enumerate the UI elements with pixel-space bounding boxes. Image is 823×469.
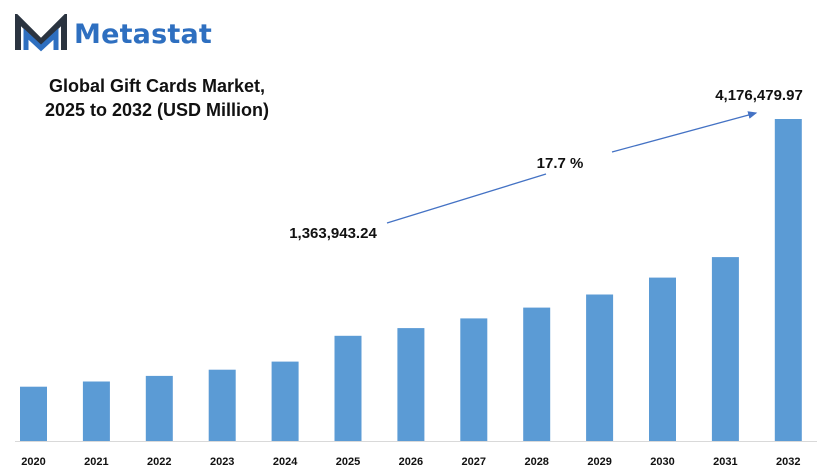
bar-2028 <box>523 307 551 441</box>
annotation-end-value: 4,176,479.97 <box>715 87 803 104</box>
annotation-cagr: 17.7 % <box>537 155 584 172</box>
bar-2026 <box>397 328 425 441</box>
x-tick-label-2021: 2021 <box>84 456 108 468</box>
bar-2029 <box>586 294 614 441</box>
chart-title-line-1: Global Gift Cards Market, <box>48 76 266 96</box>
chart-title: Global Gift Cards Market, 2025 to 2032 (… <box>22 74 292 122</box>
bar-2031 <box>711 257 739 441</box>
chart-title-line-2: 2025 to 2032 (USD Million) <box>44 100 270 120</box>
x-tick-label-2027: 2027 <box>462 456 486 468</box>
x-tick-label-2025: 2025 <box>336 456 360 468</box>
bar-2025 <box>334 335 362 441</box>
bar-2030 <box>649 277 676 441</box>
bar-2024 <box>271 361 299 441</box>
bar-2032 <box>774 119 802 441</box>
growth-arrow-line-2 <box>611 111 758 153</box>
x-tick-label-2030: 2030 <box>650 456 674 468</box>
x-tick-label-2029: 2029 <box>587 456 611 468</box>
growth-arrow-line-1 <box>386 173 547 224</box>
x-tick-label-2032: 2032 <box>776 456 800 468</box>
x-tick-labels: 2020 2021 2022 2023 2024 2025 2026 2027 2028 2029… <box>21 456 800 468</box>
x-tick-label-2024: 2024 <box>273 456 298 468</box>
bars-group <box>20 119 802 441</box>
metastat-logo: Metastat <box>14 14 212 54</box>
metastat-logo-icon <box>15 14 67 52</box>
x-tick-label-2026: 2026 <box>399 456 423 468</box>
annotation-start-value: 1,363,943.24 <box>289 225 377 242</box>
bar-2020 <box>20 386 47 441</box>
x-tick-label-2023: 2023 <box>210 456 234 468</box>
bar-2023 <box>208 369 236 441</box>
bar-2022 <box>145 375 173 441</box>
brand-name: Metastat <box>74 18 213 50</box>
bar-2027 <box>460 318 488 441</box>
x-tick-label-2020: 2020 <box>21 456 45 468</box>
x-tick-label-2031: 2031 <box>713 456 737 468</box>
x-tick-label-2028: 2028 <box>524 456 548 468</box>
x-tick-label-2022: 2022 <box>147 456 171 468</box>
bar-2021 <box>82 381 110 441</box>
